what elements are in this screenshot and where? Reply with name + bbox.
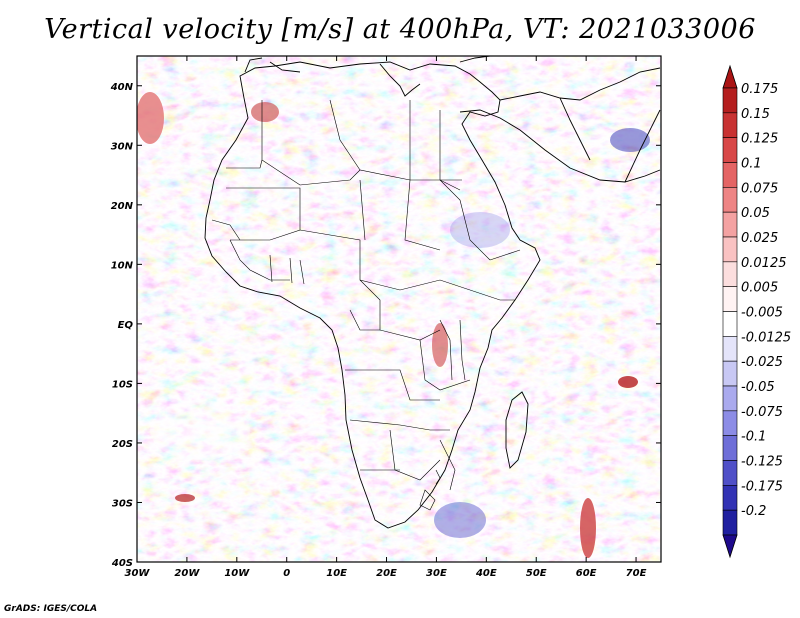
- lon-tick-label: 70E: [626, 568, 647, 579]
- colorbar-label: 0.1: [741, 157, 762, 172]
- colorbar-swatch: [722, 311, 738, 337]
- colorbar-label: 0.0125: [741, 256, 787, 271]
- lon-tick-label: 30E: [426, 568, 447, 579]
- lat-tick-label: 40S: [111, 558, 133, 569]
- lat-tick-label: EQ: [118, 320, 134, 331]
- lat-tick-label: 20S: [112, 439, 133, 450]
- colorbar-swatch: [722, 236, 738, 263]
- colorbar-swatch: [722, 485, 738, 511]
- colorbar-label: 0.075: [741, 181, 778, 196]
- lat-tick-label: 30N: [111, 141, 134, 152]
- lon-tick-label: 30W: [125, 568, 151, 579]
- colorbar-swatch: [722, 509, 738, 536]
- grads-credit: GrADS: IGES/COLA: [4, 604, 98, 614]
- colorbar-label: -0.005: [741, 306, 783, 321]
- lon-tick-label: 60E: [576, 568, 597, 579]
- longitude-ticks: 30W 20W 10W 0 10E 20E 30E 40E 50E 60E 70E: [125, 56, 647, 579]
- colorbar-label: -0.1: [741, 430, 766, 445]
- colorbar-bottom-arrow: [722, 534, 738, 559]
- lon-tick-label: 40E: [475, 568, 497, 579]
- colorbar-swatch: [722, 261, 738, 287]
- map-frame: [136, 55, 662, 563]
- colorbar-swatch: [722, 112, 738, 138]
- colorbar-swatch: [722, 410, 738, 436]
- colorbar-swatch: [722, 187, 738, 213]
- latitude-ticks: 40N 30N 20N 10N EQ 10S 20S 30S 40S: [110, 82, 661, 569]
- lat-tick-label: 30S: [112, 498, 133, 509]
- colorbar-swatch: [722, 336, 738, 362]
- lat-tick-label: 10S: [112, 379, 133, 390]
- colorbar-label: -0.2: [741, 504, 766, 519]
- colorbar-label: -0.05: [741, 380, 775, 395]
- colorbar-label: -0.025: [741, 355, 783, 370]
- colorbar-swatch: [722, 360, 738, 387]
- colorbar-swatch: [722, 87, 738, 114]
- colorbar-label: -0.125: [741, 455, 783, 470]
- lat-tick-label: 10N: [111, 260, 134, 271]
- colorbar-label: -0.175: [741, 479, 783, 494]
- lon-tick-label: 20E: [376, 568, 397, 579]
- colorbar-swatch: [722, 211, 738, 238]
- coastlines: [204, 56, 661, 529]
- colorbar-label: 0.025: [741, 231, 778, 246]
- country-borders: [211, 99, 521, 511]
- lon-tick-label: 10W: [224, 568, 250, 579]
- figure-title: Vertical velocity [m/s] at 400hPa, VT: 2…: [44, 14, 756, 45]
- lat-tick-label: 40N: [110, 82, 134, 93]
- lon-tick-label: 10E: [326, 568, 347, 579]
- lon-tick-label: 20W: [174, 568, 200, 579]
- lon-tick-label: 50E: [526, 568, 547, 579]
- lat-tick-label: 20N: [111, 201, 134, 212]
- colorbar-swatch: [722, 385, 738, 412]
- colorbar-label: 0.05: [741, 206, 770, 221]
- colorbar-swatch: [722, 286, 738, 312]
- colorbar-top-arrow: [722, 64, 738, 89]
- velocity-field: [137, 56, 661, 562]
- colorbar-swatch: [722, 137, 738, 163]
- colorbar-label: 0.005: [741, 281, 778, 296]
- lon-tick-label: 0: [283, 568, 290, 579]
- colorbar-label: -0.0125: [741, 330, 791, 345]
- colorbar-swatch: [722, 435, 738, 461]
- colorbar-label: 0.15: [741, 107, 770, 122]
- colorbar-label: 0.175: [741, 82, 778, 97]
- colorbar-label: 0.125: [741, 132, 778, 147]
- colorbar: 0.175 0.15 0.125 0.1 0.075 0.05 0.025 0.0125 0.0…: [722, 64, 791, 559]
- colorbar-swatch: [722, 162, 738, 188]
- colorbar-label: -0.075: [741, 405, 783, 420]
- colorbar-swatch: [722, 460, 738, 486]
